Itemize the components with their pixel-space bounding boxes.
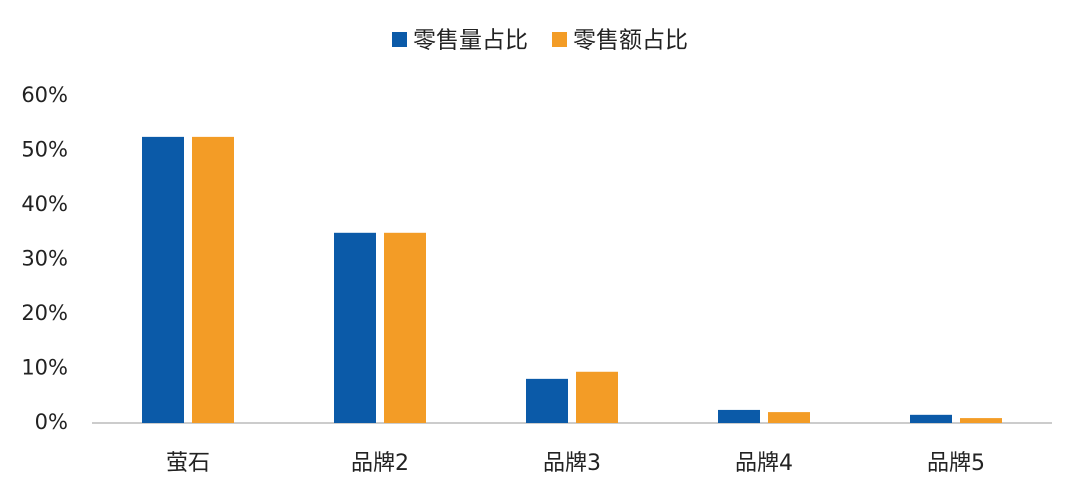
legend-label: 零售额占比 <box>573 28 688 54</box>
y-tick-label: 10% <box>21 356 68 380</box>
y-tick-label: 30% <box>21 247 68 271</box>
bar <box>384 232 426 423</box>
bar <box>142 136 184 423</box>
y-tick-label: 60% <box>21 83 68 107</box>
x-tick-label: 品牌3 <box>543 451 601 476</box>
bar <box>718 409 760 423</box>
x-tick-label: 品牌4 <box>735 451 793 476</box>
y-tick-label: 20% <box>21 301 68 325</box>
x-tick-label: 品牌5 <box>927 451 985 476</box>
legend-label: 零售量占比 <box>413 28 528 54</box>
bar <box>526 378 568 423</box>
y-tick-label: 50% <box>21 138 68 162</box>
legend-swatch <box>552 32 567 47</box>
bar <box>576 371 618 423</box>
bar <box>192 136 234 423</box>
y-tick-label: 0% <box>35 410 68 434</box>
x-tick-label: 萤石 <box>166 451 210 476</box>
bar <box>960 418 1002 423</box>
legend-swatch <box>392 32 407 47</box>
bar <box>768 412 810 423</box>
bar <box>910 414 952 423</box>
bar <box>334 232 376 423</box>
x-tick-label: 品牌2 <box>351 451 409 476</box>
y-tick-label: 40% <box>21 192 68 216</box>
